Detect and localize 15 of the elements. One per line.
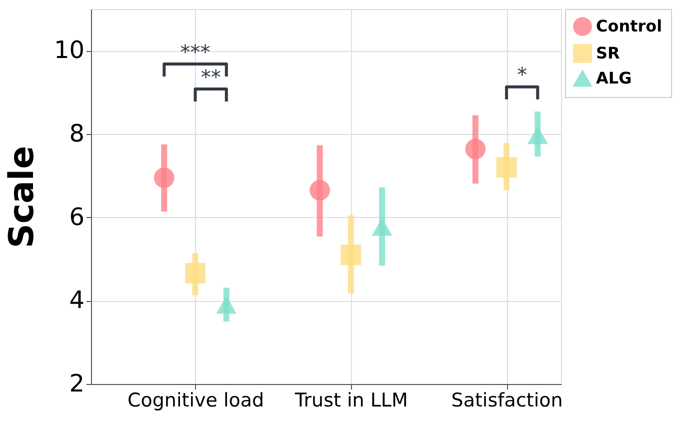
legend-label: ALG xyxy=(596,68,632,88)
legend-label: SR xyxy=(596,44,620,62)
y-axis-title: Scale xyxy=(2,146,42,248)
annotation: *** xyxy=(180,40,210,64)
y-tick-label: 6 xyxy=(69,202,84,231)
y-tick-label: 4 xyxy=(69,286,84,314)
x-tick-label: Satisfaction xyxy=(451,390,563,412)
annotation: ** xyxy=(200,64,221,89)
annotation: * xyxy=(517,62,528,87)
x-tick-label: Cognitive load xyxy=(127,390,264,412)
y-tick-label: 10 xyxy=(54,36,84,64)
legend-label: Control xyxy=(596,16,662,36)
y-tick-label: 8 xyxy=(69,120,84,148)
y-tick-label: 2 xyxy=(69,370,84,398)
x-tick-label: Trust in LLM xyxy=(294,390,408,412)
